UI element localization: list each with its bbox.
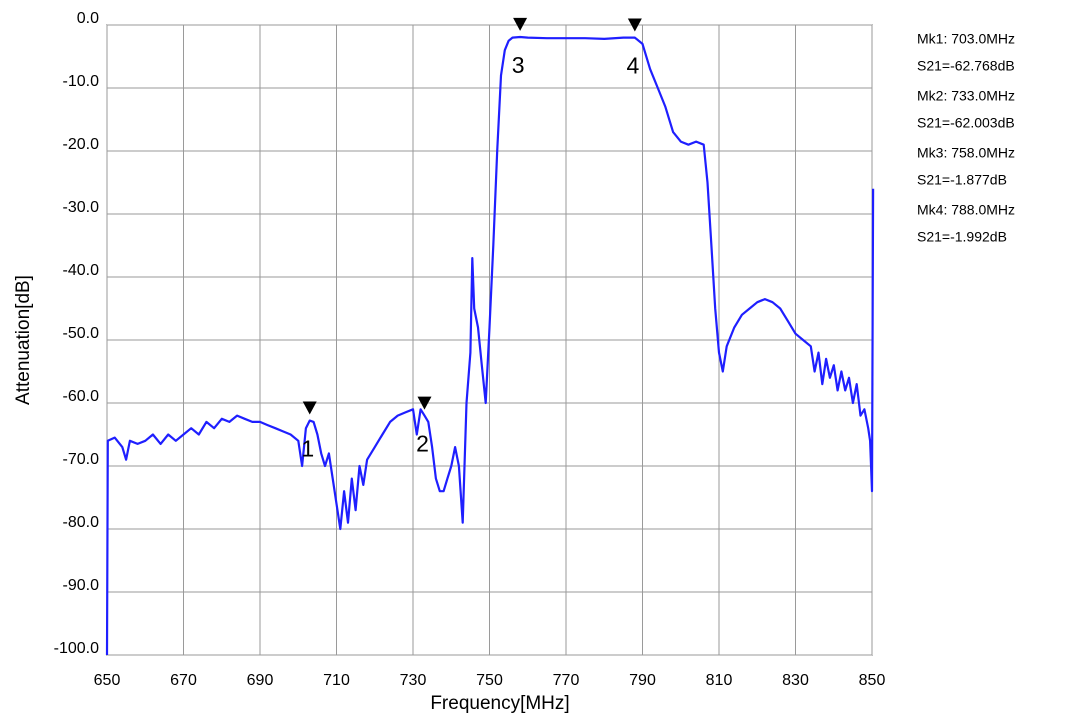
- y-tick-label: -90.0: [63, 577, 100, 594]
- marker-label: 4: [626, 53, 639, 79]
- x-tick-label: 730: [400, 672, 427, 689]
- y-tick-label: 0.0: [77, 10, 99, 27]
- x-tick-label: 750: [476, 672, 503, 689]
- marker-value: S21=-1.877dB: [917, 172, 1007, 188]
- y-tick-label: -10.0: [63, 73, 100, 90]
- x-tick-label: 850: [859, 672, 886, 689]
- marker-freq: Mk1: 703.0MHz: [917, 31, 1015, 47]
- marker-label: 3: [512, 52, 525, 78]
- y-tick-label: -50.0: [63, 325, 100, 342]
- y-tick-label: -20.0: [63, 136, 100, 153]
- x-axis-label: Frequency[MHz]: [430, 693, 569, 714]
- x-tick-label: 790: [629, 672, 656, 689]
- y-tick-label: -100.0: [54, 640, 99, 657]
- x-tick-label: 690: [247, 672, 274, 689]
- marker-triangle: [417, 396, 432, 410]
- y-tick-label: -60.0: [63, 388, 100, 405]
- marker-triangle: [513, 17, 528, 31]
- marker-freq: Mk2: 733.0MHz: [917, 88, 1015, 104]
- y-axis-label: Attenuation[dB]: [13, 275, 34, 405]
- marker-value: S21=-1.992dB: [917, 229, 1007, 245]
- x-tick-label: 710: [323, 672, 350, 689]
- x-tick-label: 650: [94, 672, 121, 689]
- marker-label: 2: [416, 431, 429, 457]
- x-tick-label: 810: [706, 672, 733, 689]
- marker-freq: Mk4: 788.0MHz: [917, 202, 1015, 218]
- marker-freq: Mk3: 758.0MHz: [917, 145, 1015, 161]
- x-tick-label: 670: [170, 672, 197, 689]
- x-tick-label: 830: [782, 672, 809, 689]
- marker-label: 1: [301, 436, 314, 462]
- x-tick-label: 770: [553, 672, 580, 689]
- marker-value: S21=-62.768dB: [917, 58, 1015, 74]
- y-tick-label: -80.0: [63, 514, 100, 531]
- y-tick-label: -30.0: [63, 199, 100, 216]
- marker-triangle: [302, 401, 317, 415]
- y-tick-label: -70.0: [63, 451, 100, 468]
- marker-triangle: [627, 18, 642, 32]
- trace: [105, 35, 875, 656]
- y-tick-label: -40.0: [63, 262, 100, 279]
- marker-value: S21=-62.003dB: [917, 115, 1015, 131]
